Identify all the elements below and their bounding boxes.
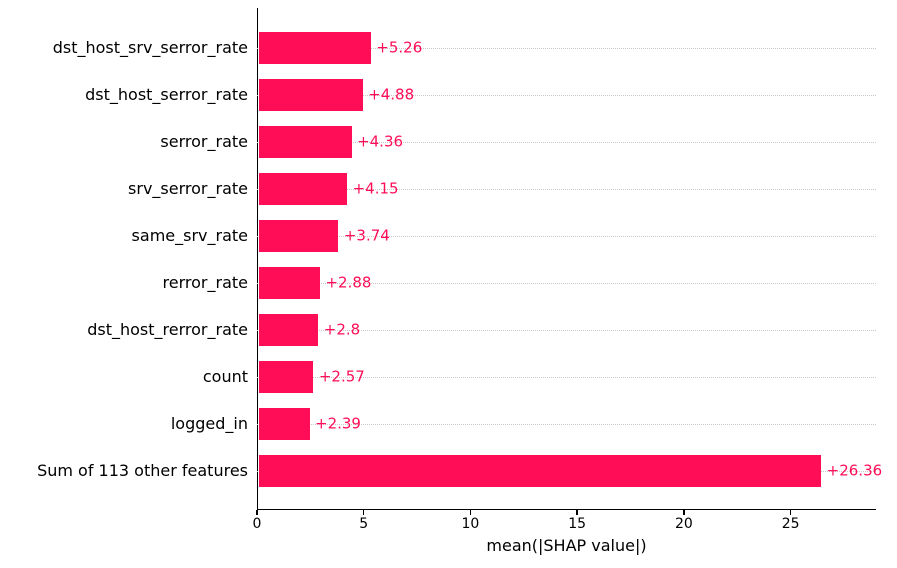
x-tick-mark — [576, 510, 578, 515]
x-tick-label: 15 — [568, 516, 587, 532]
feature-label: dst_host_serror_rate — [85, 85, 248, 104]
x-tick-mark — [469, 510, 472, 515]
feature-label: count — [202, 367, 248, 386]
row-gridline — [257, 189, 876, 190]
shap-bar — [258, 220, 339, 252]
shap-bar — [258, 173, 348, 205]
x-tick-mark — [362, 510, 365, 515]
shap-bar — [258, 455, 822, 487]
x-tick-label: 10 — [461, 516, 480, 532]
feature-label: rerror_rate — [162, 273, 248, 292]
x-tick-label: 5 — [359, 516, 369, 532]
plot-area — [257, 8, 876, 510]
x-tick-mark — [789, 510, 792, 515]
row-gridline — [257, 424, 876, 425]
shap-bar — [258, 32, 371, 64]
row-gridline — [257, 236, 876, 237]
bar-value-label: +2.57 — [318, 367, 365, 386]
shap-bar — [258, 314, 319, 346]
shap-bar — [258, 408, 310, 440]
x-axis-label: mean(|SHAP value|) — [486, 536, 647, 555]
x-tick-label: 25 — [781, 516, 800, 532]
row-gridline — [257, 95, 876, 96]
bar-value-label: +4.88 — [368, 85, 415, 104]
x-tick-label: 20 — [674, 516, 693, 532]
bar-value-label: +2.88 — [325, 273, 372, 292]
row-gridline — [257, 377, 876, 378]
bar-value-label: +4.36 — [357, 132, 404, 151]
x-tick-mark — [683, 510, 685, 515]
x-tick-label: 0 — [252, 516, 262, 532]
shap-bar — [258, 267, 320, 299]
feature-label: logged_in — [170, 414, 248, 433]
feature-label: dst_host_rerror_rate — [87, 320, 248, 339]
x-tick-mark — [256, 510, 258, 515]
bar-value-label: +4.15 — [352, 179, 399, 198]
row-gridline — [257, 48, 876, 49]
feature-label: same_srv_rate — [131, 226, 248, 245]
bar-value-label: +5.26 — [376, 38, 423, 57]
feature-label: serror_rate — [160, 132, 248, 151]
shap-bar — [258, 79, 363, 111]
shap-bar — [258, 126, 352, 158]
bar-value-label: +2.8 — [323, 320, 361, 339]
bar-value-label: +3.74 — [343, 226, 390, 245]
feature-label: srv_serror_rate — [128, 179, 248, 198]
feature-label: dst_host_srv_serror_rate — [52, 38, 248, 57]
shap-bar — [258, 361, 314, 393]
row-gridline — [257, 330, 876, 331]
feature-label: Sum of 113 other features — [37, 461, 248, 480]
bar-value-label: +2.39 — [315, 414, 361, 433]
bar-value-label: +26.36 — [826, 461, 883, 480]
row-gridline — [257, 283, 876, 284]
row-gridline — [257, 142, 876, 143]
